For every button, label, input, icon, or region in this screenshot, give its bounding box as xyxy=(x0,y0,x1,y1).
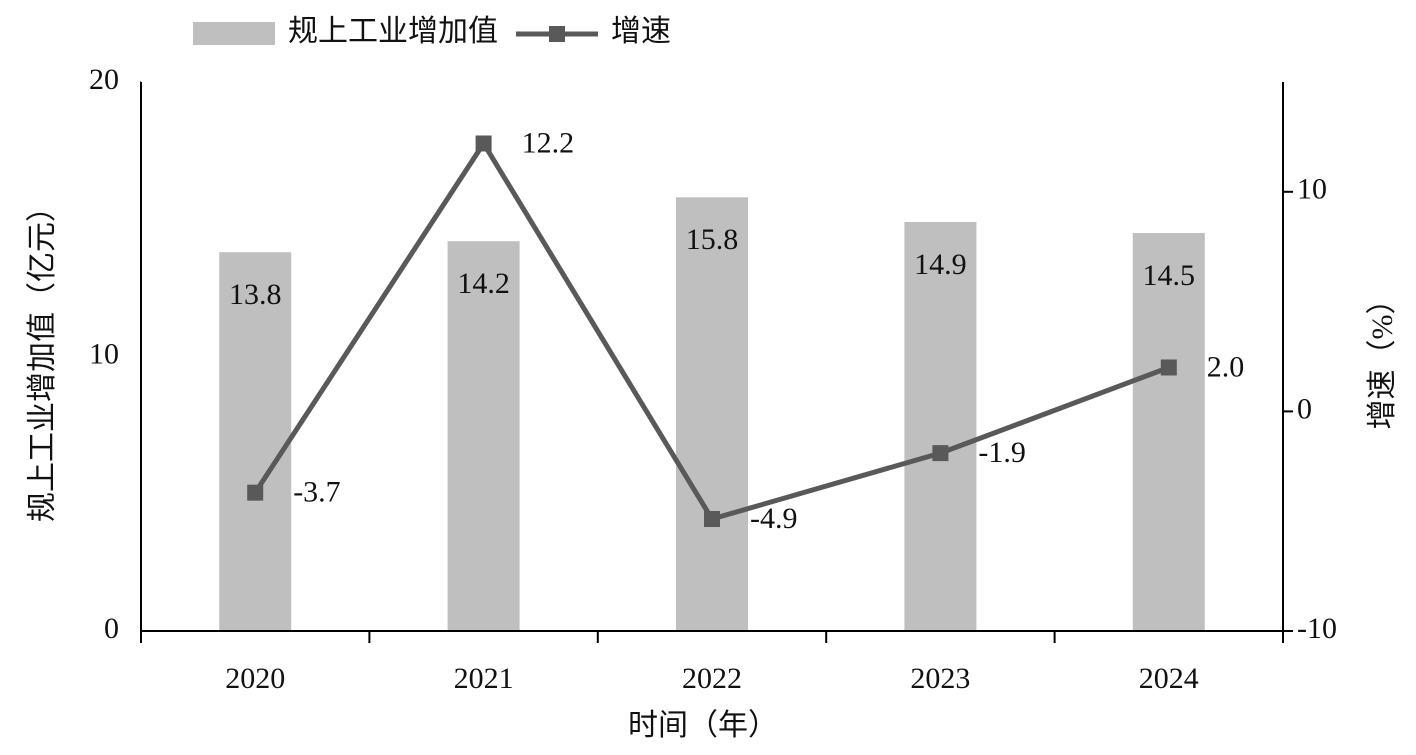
y2-tick-label: 10 xyxy=(1297,173,1327,206)
y2-tick-label: -10 xyxy=(1297,612,1337,645)
y-axis-label: 规上工业增加值（亿元） xyxy=(26,192,59,522)
legend-swatch xyxy=(193,22,275,45)
bar-value-label: 14.2 xyxy=(457,267,510,300)
x-tick-label: 2022 xyxy=(682,662,742,695)
y-tick-label: 0 xyxy=(104,612,119,645)
legend-marker xyxy=(549,26,565,42)
bar xyxy=(1132,232,1205,631)
legend-label: 增速 xyxy=(611,15,671,48)
line-value-label: -1.9 xyxy=(978,436,1026,469)
bar-value-label: 14.5 xyxy=(1143,259,1196,292)
line-value-label: 2.0 xyxy=(1207,350,1245,383)
line-marker xyxy=(704,511,720,528)
bar xyxy=(219,252,292,631)
line-marker xyxy=(1160,359,1177,376)
line-value-label: -4.9 xyxy=(750,502,798,535)
bar-value-label: 13.8 xyxy=(229,278,282,311)
line-marker xyxy=(247,484,264,501)
bar-value-label: 15.8 xyxy=(686,223,739,256)
line-value-label: -3.7 xyxy=(293,476,341,509)
y-tick-label: 10 xyxy=(89,337,119,370)
y2-axis-label: 增速（%） xyxy=(1366,285,1399,430)
bar xyxy=(676,197,748,632)
line-value-label: 12.2 xyxy=(522,126,575,159)
x-tick-label: 2020 xyxy=(225,662,285,695)
y-tick-label: 20 xyxy=(89,63,119,96)
line-marker xyxy=(932,445,949,462)
x-tick-label: 2024 xyxy=(1139,662,1199,695)
x-tick-label: 2023 xyxy=(910,662,970,695)
y2-tick-label: 0 xyxy=(1297,392,1312,425)
x-axis-label: 时间（年） xyxy=(628,709,778,742)
bar xyxy=(447,241,520,631)
x-tick-label: 2021 xyxy=(454,662,514,695)
bar xyxy=(904,221,977,631)
bar-value-label: 14.9 xyxy=(914,248,967,281)
legend-label: 规上工业增加值 xyxy=(288,15,498,48)
line-marker xyxy=(475,135,492,152)
